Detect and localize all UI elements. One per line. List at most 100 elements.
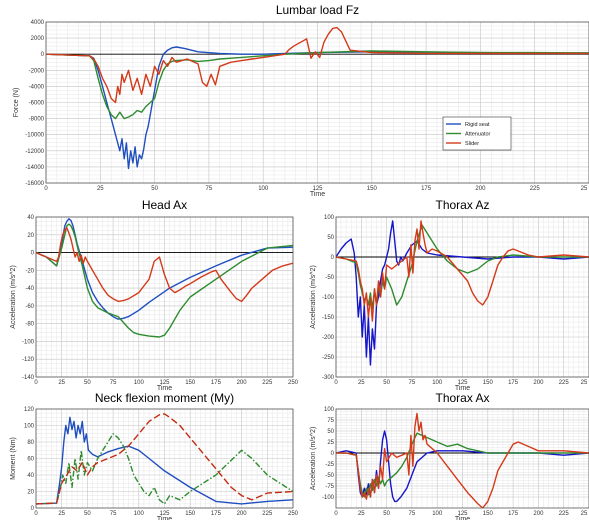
x-tick-label: 100 [134, 511, 145, 517]
x-tick-label: 175 [421, 186, 432, 192]
legend-label: Attenuator [465, 132, 491, 138]
y-tick-label: -300 [322, 375, 335, 381]
x-tick-label: 225 [262, 511, 273, 517]
chart-lumbar: 0 25 50 75 100 125 150 175 200 225 25 -16000 -14000 -… [13, 3, 589, 198]
y-tick-label: 120 [24, 407, 35, 413]
y-tick-label: -250 [322, 355, 335, 361]
x-axis-label: Time [157, 516, 172, 520]
x-tick-label: 200 [533, 380, 544, 386]
y-tick-label: -75 [325, 484, 334, 490]
series-line-rigid-seat [46, 46, 589, 170]
plot-frame [335, 216, 589, 378]
chart-thoraxax: 0 25 50 75 100 125 150 175 200 225 25 -100 -75 -50 -25… [310, 391, 589, 520]
x-tick-label: 250 [288, 511, 299, 517]
x-tick-label: 225 [559, 380, 570, 386]
x-tick-label: 25 [358, 380, 365, 386]
y-tick-label: -20 [25, 268, 34, 274]
x-tick-label: 25 [58, 511, 65, 517]
y-tick-label: -50 [325, 275, 334, 281]
x-tick-label: 225 [530, 186, 541, 192]
x-tick-label: 200 [533, 511, 544, 517]
y-tick-label: 0 [331, 451, 335, 457]
y-tick-label: -60 [25, 304, 34, 310]
series-line-rigid-seat [36, 218, 293, 320]
x-tick-label: 25 [358, 511, 365, 517]
y-tick-label: 100 [324, 215, 335, 221]
series-line-slider [46, 26, 589, 104]
x-tick-label: 250 [288, 380, 299, 386]
chart-title: Head Ax [142, 198, 187, 212]
x-tick-label: 150 [483, 511, 494, 517]
y-tick-label: 4000 [31, 20, 45, 26]
x-tick-label: 50 [84, 380, 91, 386]
x-tick-label: 0 [44, 186, 48, 192]
series-line-rigid-seat [336, 430, 589, 503]
y-tick-label: -40 [25, 286, 34, 292]
y-tick-label: -100 [322, 495, 335, 501]
y-tick-label: 80 [27, 440, 34, 446]
y-axis-label: Moment (Nm) [10, 437, 17, 480]
series-line-attenuator [36, 433, 293, 505]
x-tick-label: 0 [334, 511, 338, 517]
x-tick-label: 0 [334, 380, 338, 386]
x-tick-label: 50 [383, 511, 390, 517]
y-axis-label: Force (N) [13, 88, 20, 118]
y-tick-label: -6000 [29, 101, 45, 107]
y-axis-label: Acceleration (m/s^2) [10, 265, 17, 329]
y-tick-label: 0 [31, 506, 35, 512]
plot-frame [35, 216, 294, 378]
x-tick-label: 200 [475, 186, 486, 192]
y-tick-label: 20 [27, 490, 34, 496]
x-tick-label: 125 [312, 186, 323, 192]
y-axis-label: Acceleration (m/s^2) [310, 427, 317, 491]
x-tick-label: 150 [483, 380, 494, 386]
x-axis-label: Time [310, 191, 325, 198]
x-tick-label: 150 [367, 186, 378, 192]
x-tick-label: 100 [432, 511, 443, 517]
x-tick-label: 50 [383, 380, 390, 386]
chart-title: Thorax Az [435, 198, 489, 212]
y-tick-label: -25 [325, 462, 334, 468]
y-tick-label: -12000 [25, 149, 44, 155]
legend-box [442, 116, 512, 151]
series-line-rigid-seat [36, 416, 293, 505]
y-tick-label: -2000 [29, 68, 45, 74]
y-tick-label: -10000 [25, 133, 44, 139]
x-tick-label: 175 [211, 380, 222, 386]
series-line-slider [36, 227, 293, 303]
x-tick-label: 50 [84, 511, 91, 517]
plot-frame [335, 408, 589, 509]
x-tick-label: 50 [151, 186, 158, 192]
y-tick-label: -100 [22, 339, 35, 345]
x-tick-label: 100 [258, 186, 269, 192]
x-tick-label: 25 [581, 186, 588, 192]
y-tick-label: -8000 [29, 117, 45, 123]
y-tick-label: 60 [27, 457, 34, 463]
x-tick-label: 150 [185, 511, 196, 517]
x-axis-label: Time [157, 385, 172, 392]
series-line-attenuator [46, 50, 589, 120]
y-tick-label: -50 [325, 473, 334, 479]
y-tick-label: 0 [31, 251, 35, 257]
y-tick-label: 0 [41, 52, 45, 58]
y-tick-label: 75 [327, 418, 334, 424]
x-tick-label: 150 [185, 380, 196, 386]
y-tick-label: -150 [322, 315, 335, 321]
y-tick-label: 50 [327, 429, 334, 435]
y-tick-label: 40 [27, 473, 34, 479]
y-tick-label: -140 [22, 375, 35, 381]
x-tick-label: 0 [34, 511, 38, 517]
chart-title: Thorax Ax [435, 391, 489, 405]
x-tick-label: 175 [508, 511, 519, 517]
plot-frame [45, 21, 589, 184]
y-tick-label: 50 [327, 235, 334, 241]
x-tick-label: 75 [409, 511, 416, 517]
y-tick-label: -200 [322, 335, 335, 341]
x-tick-label: 0 [34, 380, 38, 386]
series-line-slider [36, 413, 293, 505]
x-tick-label: 125 [457, 511, 468, 517]
plot-frame [35, 408, 294, 509]
x-tick-label: 25 [97, 186, 104, 192]
series-line-rigid-seat [336, 220, 589, 366]
chart-neck: 0 25 50 75 100 125 150 175 200 225 250 0 20 40 60 80 100… [10, 391, 299, 520]
